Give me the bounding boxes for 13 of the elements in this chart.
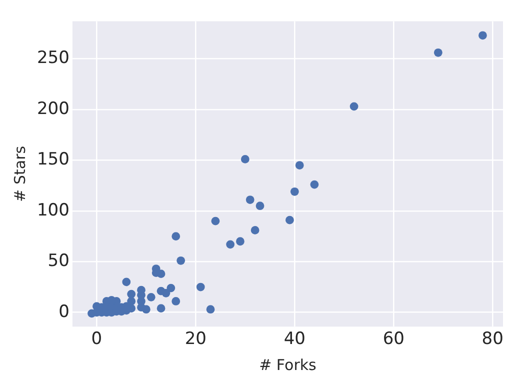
y-axis-title: # Stars (10, 146, 29, 202)
x-tick-label: 80 (482, 329, 504, 350)
x-tick-label: 20 (184, 329, 206, 350)
x-tick-label: 60 (382, 329, 404, 350)
y-tick-label: 100 (36, 200, 70, 220)
y-tick-label: 150 (36, 150, 70, 170)
y-tick-label: 0 (58, 302, 70, 322)
x-tick-label: 40 (284, 329, 306, 350)
x-axis-title: # Forks (259, 356, 317, 374)
y-tick-label: 250 (36, 48, 70, 68)
x-tick-label: 0 (91, 329, 102, 350)
y-tick-label: 200 (36, 98, 70, 119)
y-tick-label: 50 (48, 251, 70, 272)
